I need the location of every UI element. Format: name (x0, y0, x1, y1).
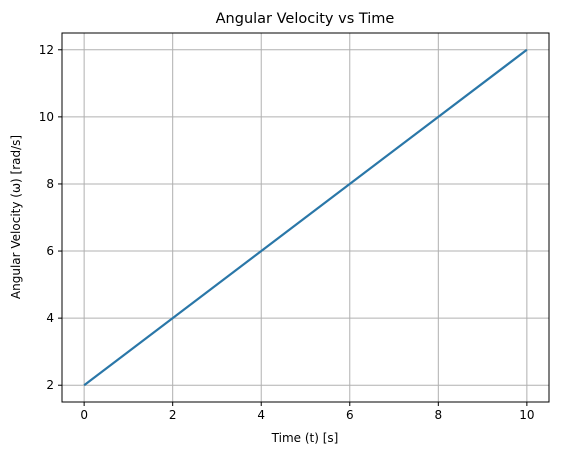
x-tick-label: 2 (169, 408, 177, 422)
y-axis: 2 4 6 8 10 12 (39, 43, 62, 392)
y-tick-label: 2 (46, 378, 54, 392)
y-axis-label: Angular Velocity (ω) [rad/s] (9, 135, 23, 299)
y-tick-label: 6 (46, 244, 54, 258)
x-tick-label: 8 (434, 408, 442, 422)
chart-title: Angular Velocity vs Time (216, 11, 395, 27)
series-line (83, 48, 528, 387)
plot-frame (61, 32, 550, 403)
y-tick-label: 10 (39, 110, 54, 124)
grid (62, 33, 549, 402)
y-tick-label: 4 (46, 311, 54, 325)
series-layer (83, 48, 528, 387)
x-axis-label: Time (t) [s] (271, 431, 339, 445)
y-tick-label: 8 (46, 177, 54, 191)
x-axis: 0 2 4 6 8 10 (80, 402, 535, 422)
y-tick-label: 12 (39, 43, 54, 57)
x-tick-label: 6 (346, 408, 354, 422)
x-tick-label: 4 (257, 408, 265, 422)
x-tick-label: 0 (80, 408, 88, 422)
x-tick-label: 10 (519, 408, 534, 422)
